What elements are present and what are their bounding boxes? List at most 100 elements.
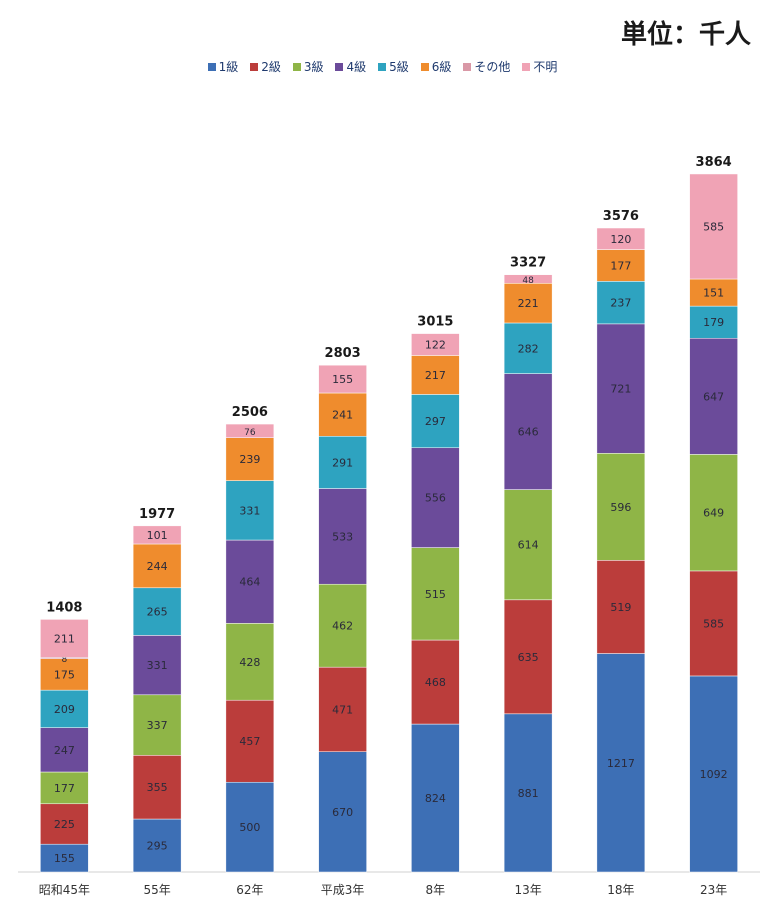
data-label: 585 (703, 220, 724, 233)
bar-segment-4級-昭和45年 (40, 727, 89, 773)
data-label: 221 (518, 297, 539, 310)
data-label: 291 (332, 456, 353, 469)
total-label: 3327 (510, 256, 546, 271)
data-label: 151 (703, 287, 724, 300)
x-tick-label: 平成3年 (321, 883, 365, 897)
legend-item-2級: 2級 (250, 58, 281, 75)
legend-swatch (335, 62, 344, 71)
data-label: 824 (425, 792, 446, 805)
data-label: 225 (54, 818, 75, 831)
x-tick-label: 18年 (607, 883, 634, 897)
x-tick-label: 8年 (426, 883, 446, 897)
data-label: 533 (332, 530, 353, 543)
total-label: 1408 (46, 600, 82, 615)
bar-segment-1級-8年 (411, 723, 460, 873)
total-label: 1977 (139, 507, 175, 522)
bar-segment-1級-平成3年 (318, 751, 367, 873)
bar-segment-4級-18年 (596, 323, 646, 454)
bar-segment-2級-昭和45年 (40, 803, 89, 845)
bar-segment-3級-55年 (132, 694, 182, 756)
bar-segment-5級-昭和45年 (40, 689, 89, 728)
legend-item-1級: 1級 (207, 58, 238, 75)
legend-label: 4級 (346, 60, 367, 74)
bar-segment-5級-55年 (132, 587, 182, 636)
legend-item-3級: 3級 (292, 58, 324, 75)
bar-segment-3級-平成3年 (318, 583, 367, 668)
x-tick-label: 昭和45年 (39, 883, 90, 897)
data-label: 101 (147, 529, 168, 542)
data-label: 122 (425, 339, 446, 352)
bar-segment-4級-23年 (689, 337, 738, 455)
bar-segment-不明-昭和45年 (40, 619, 89, 658)
bar-segment-5級-8年 (411, 394, 460, 449)
bar-segment-4級-平成3年 (318, 488, 367, 585)
chart-legend: 1級 2級 3級 4級 5級 6級 その他 不明 (0, 58, 765, 75)
data-label: 209 (54, 703, 75, 716)
data-label: 211 (54, 632, 75, 645)
bar-segment-1級-23年 (689, 675, 738, 873)
bar-segment-3級-13年 (503, 489, 553, 601)
data-label: 177 (54, 782, 75, 795)
bar-segment-2級-平成3年 (318, 666, 367, 752)
data-label: 337 (147, 719, 168, 732)
data-label: 8 (62, 655, 68, 665)
bar-segment-2級-13年 (503, 599, 553, 715)
x-tick-label: 55年 (143, 883, 170, 897)
legend-label: 2級 (261, 60, 281, 74)
data-label: 635 (518, 651, 539, 664)
data-label: 244 (147, 560, 168, 573)
bar-segment-6級-55年 (132, 543, 182, 589)
legend-swatch (250, 62, 259, 71)
x-tick-label: 23年 (700, 883, 727, 897)
data-label: 155 (54, 852, 75, 865)
data-label: 1092 (700, 768, 728, 781)
data-label: 282 (518, 342, 539, 355)
legend-label: 6級 (431, 60, 452, 74)
bar-segment-3級-18年 (596, 453, 646, 561)
data-label: 247 (54, 744, 75, 757)
bar-segment-2級-62年 (225, 699, 275, 783)
bar-segment-6級-62年 (225, 437, 275, 481)
legend-swatch (463, 62, 472, 71)
data-label: 649 (703, 507, 724, 520)
bar-segment-1級-55年 (132, 818, 182, 873)
bar-segment-2級-23年 (689, 570, 738, 677)
data-label: 462 (332, 620, 353, 633)
data-label: 175 (54, 668, 75, 681)
data-label: 721 (610, 383, 631, 396)
bar-segment-5級-13年 (503, 322, 553, 374)
data-label: 515 (425, 588, 446, 601)
data-label: 239 (239, 453, 260, 466)
bar-segment-4級-55年 (132, 635, 182, 696)
bar-segment-1級-13年 (503, 713, 553, 873)
bar-segment-6級-13年 (503, 283, 553, 324)
bar-segment-3級-62年 (225, 623, 275, 701)
legend-swatch (207, 62, 216, 71)
data-label: 468 (425, 676, 446, 689)
data-label: 614 (518, 539, 539, 552)
data-label: 265 (147, 606, 168, 619)
total-label: 2803 (325, 346, 361, 361)
data-label: 670 (332, 806, 353, 819)
data-label: 556 (425, 492, 446, 505)
data-label: 155 (332, 373, 353, 386)
legend-label: その他 (474, 60, 511, 74)
bar-segment-2級-8年 (411, 639, 460, 725)
data-label: 331 (239, 504, 260, 517)
bar-segment-5級-平成3年 (318, 436, 367, 489)
legend-label: 3級 (303, 60, 324, 74)
bar-segment-3級-8年 (411, 547, 460, 641)
data-label: 331 (147, 659, 168, 672)
bar-segment-不明-18年 (596, 227, 646, 250)
bar-segment-不明-平成3年 (318, 364, 367, 394)
bar-segment-1級-62年 (225, 781, 275, 873)
bar-segment-1級-昭和45年 (40, 843, 89, 873)
bar-segment-4級-62年 (225, 539, 275, 624)
data-label: 217 (425, 369, 446, 382)
data-label: 471 (332, 703, 353, 716)
data-label: 241 (332, 409, 353, 422)
data-label: 585 (703, 617, 724, 630)
bar-segment-3級-23年 (689, 454, 738, 572)
legend-item-6級: 6級 (420, 58, 452, 75)
bar-segment-不明-8年 (411, 333, 460, 356)
